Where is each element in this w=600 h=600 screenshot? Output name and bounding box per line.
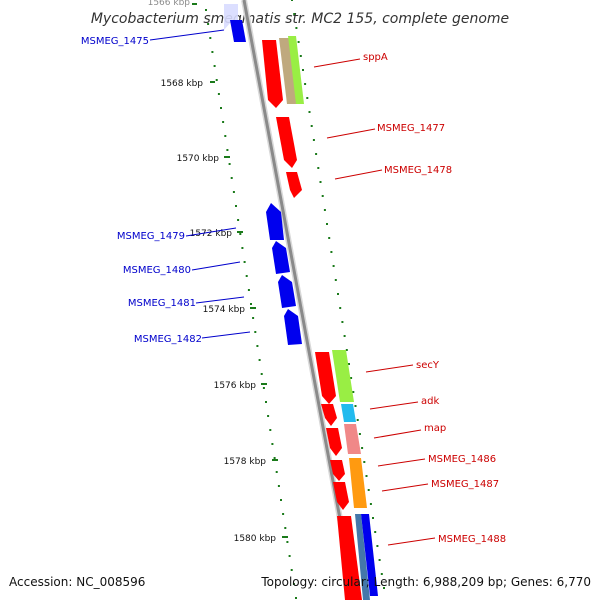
gene-label-MSMEG_1480[interactable]: MSMEG_1480 (123, 265, 191, 276)
gene-MSMEG_1480[interactable] (272, 241, 290, 274)
gene-label-secY[interactable]: secY (416, 360, 440, 371)
gene-label-MSMEG_1478[interactable]: MSMEG_1478 (384, 165, 452, 176)
gene-MSMEG_1478[interactable] (286, 172, 302, 198)
gene-sppA[interactable] (262, 36, 304, 108)
gene-label-MSMEG_1475[interactable]: MSMEG_1475 (81, 36, 149, 47)
gene-label-MSMEG_1487[interactable]: MSMEG_1487 (431, 479, 499, 490)
tick-label-1570: 1570 kbp (177, 154, 220, 164)
gene-secY[interactable] (315, 350, 354, 404)
tick-label-1568: 1568 kbp (161, 79, 204, 89)
gene-MSMEG_1479[interactable] (266, 203, 284, 240)
left-tick-guide (205, 9, 297, 599)
tick-label-1576: 1576 kbp (214, 381, 257, 391)
gene-label-adk[interactable]: adk (421, 396, 439, 407)
gene-label-MSMEG_1479[interactable]: MSMEG_1479 (117, 231, 185, 242)
reverse-leader-lines (149, 29, 251, 339)
topology-text: Topology: circular; Length: 6,988,209 bp… (260, 575, 591, 589)
tick-label-1580: 1580 kbp (234, 534, 277, 544)
genome-backbone (241, 0, 358, 600)
forward-leader-lines (313, 58, 436, 546)
tick-label-1566: 1566 kbp (148, 0, 191, 8)
right-tick-guide (291, 0, 385, 589)
gene-MSMEG_1488[interactable] (337, 514, 378, 600)
tick-label-1578: 1578 kbp (224, 457, 267, 467)
gene-label-map[interactable]: map (424, 423, 446, 434)
map-title: Mycobacterium smegmatis str. MC2 155, co… (91, 11, 509, 27)
gene-MSMEG_1475[interactable] (224, 4, 246, 42)
tick-label-1572: 1572 kbp (190, 229, 233, 239)
gene-label-MSMEG_1481[interactable]: MSMEG_1481 (128, 298, 196, 309)
tick-label-1574: 1574 kbp (203, 305, 246, 315)
gene-label-MSMEG_1486[interactable]: MSMEG_1486 (428, 454, 496, 465)
gene-MSMEG_1481[interactable] (278, 275, 296, 308)
gene-map[interactable] (326, 424, 361, 456)
accession-text: Accession: NC_008596 (9, 575, 145, 589)
gene-MSMEG_1482[interactable] (284, 309, 302, 345)
gene-adk[interactable] (321, 404, 356, 426)
gene-label-MSMEG_1488[interactable]: MSMEG_1488 (438, 534, 506, 545)
gene-MSMEG_1486[interactable] (330, 460, 345, 481)
gene-label-sppA[interactable]: sppA (363, 52, 388, 63)
gene-MSMEG_1477[interactable] (276, 117, 297, 168)
tick-marks (192, 3, 288, 538)
gene-label-MSMEG_1482[interactable]: MSMEG_1482 (134, 334, 202, 345)
gene-MSMEG_1487[interactable] (333, 458, 367, 510)
gene-label-MSMEG_1477[interactable]: MSMEG_1477 (377, 123, 445, 134)
